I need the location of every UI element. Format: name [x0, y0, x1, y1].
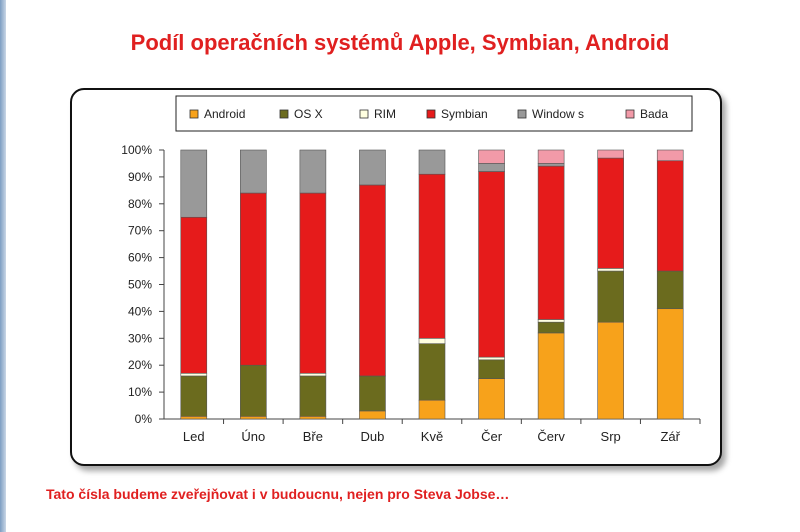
slide-footer: Tato čísla budeme zveřejňovat i v budouc…: [46, 486, 510, 502]
y-tick-label-5: 50%: [128, 278, 152, 292]
legend-label-5: Bada: [640, 107, 668, 121]
x-tick-label-0: Led: [183, 429, 205, 444]
legend-swatch-0: [189, 109, 199, 119]
bar-5-6: [537, 149, 565, 164]
bar-1-3: [359, 375, 386, 412]
bar-0-4: [418, 399, 446, 420]
bar-2-4: [418, 338, 446, 344]
bar-0-0: [180, 416, 208, 420]
y-tick-label-1: 10%: [128, 385, 152, 399]
x-tick-label-4: Kvě: [421, 429, 443, 444]
bar-4-6: [537, 163, 565, 167]
bar-0-6: [537, 332, 565, 420]
bar-1-7: [597, 270, 624, 323]
bar-2-5: [478, 356, 505, 361]
legend-label-0: Android: [204, 107, 245, 121]
legend-label-4: Window s: [532, 107, 584, 121]
bar-3-7: [597, 157, 624, 269]
bar-1-2: [299, 375, 327, 417]
bar-1-6: [537, 321, 565, 334]
bar-0-3: [359, 410, 386, 420]
bar-4-4: [418, 149, 446, 175]
x-tick-label-3: Dub: [361, 429, 385, 444]
legend-swatch-2: [359, 109, 369, 119]
y-tick-label-2: 20%: [128, 358, 152, 372]
bar-3-2: [299, 192, 327, 374]
y-tick-label-6: 60%: [128, 251, 152, 265]
y-tick-label-7: 70%: [128, 224, 152, 238]
bar-2-2: [299, 372, 327, 377]
x-tick-label-2: Bře: [303, 429, 323, 444]
bar-0-5: [478, 378, 505, 420]
legend-swatch-1: [279, 109, 289, 119]
bar-0-7: [597, 321, 624, 420]
bar-1-5: [478, 359, 505, 379]
bar-5-7: [597, 149, 624, 159]
bar-1-8: [656, 270, 684, 310]
bar-4-1: [240, 149, 267, 194]
y-tick-label-10: 100%: [121, 143, 152, 157]
bar-5-5: [478, 149, 505, 164]
bar-0-2: [299, 416, 327, 420]
bar-4-0: [180, 149, 208, 218]
bar-3-4: [418, 173, 446, 339]
bar-1-0: [180, 375, 208, 417]
stacked-bar-chart: Android OS X RIM Symbian Window s Bada 0% 10% 20…: [121, 95, 701, 444]
legend-label-3: Symbian: [441, 107, 488, 121]
slide-left-edge: [0, 0, 6, 532]
y-tick-label-8: 80%: [128, 197, 152, 211]
slide-title: Podíl operačních systémů Apple, Symbian,…: [130, 30, 670, 55]
bar-2-6: [537, 319, 565, 323]
x-tick-label-6: Červ: [537, 429, 565, 444]
bar-4-3: [359, 149, 386, 186]
bar-3-1: [240, 192, 267, 366]
bar-4-2: [299, 149, 327, 194]
bar-3-6: [537, 165, 565, 320]
bar-5-8: [656, 149, 684, 162]
x-tick-label-1: Úno: [241, 429, 265, 444]
y-tick-label-9: 90%: [128, 170, 152, 184]
y-tick-label-4: 40%: [128, 304, 152, 318]
legend-swatch-5: [625, 109, 635, 119]
bar-3-0: [180, 216, 208, 374]
legend-swatch-3: [426, 109, 436, 119]
bar-1-1: [240, 364, 267, 417]
y-tick-label-0: 0%: [135, 412, 153, 426]
bar-0-8: [656, 308, 684, 420]
bar-3-5: [478, 171, 505, 358]
bar-2-0: [180, 372, 208, 377]
bar-0-1: [240, 416, 267, 420]
x-tick-label-7: Srp: [601, 429, 621, 444]
bar-1-4: [418, 343, 446, 401]
bar-2-7: [597, 268, 624, 272]
chart-frame: Android OS X RIM Symbian Window s Bada 0% 10% 20…: [70, 88, 722, 466]
y-tick-label-3: 30%: [128, 331, 152, 345]
legend-label-1: OS X: [294, 107, 323, 121]
bar-3-3: [359, 184, 386, 377]
bar-4-5: [478, 163, 505, 172]
bar-3-8: [656, 160, 684, 272]
legend-swatch-4: [517, 109, 527, 119]
legend-label-2: RIM: [374, 107, 396, 121]
x-tick-label-8: Zář: [660, 429, 680, 444]
x-tick-label-5: Čer: [481, 429, 503, 444]
